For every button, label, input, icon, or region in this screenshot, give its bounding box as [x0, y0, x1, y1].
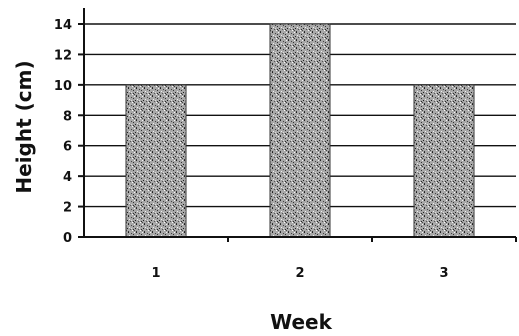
y-tick-label-12: 12 — [54, 48, 72, 63]
y-tick-label-2: 2 — [63, 201, 72, 216]
axes — [78, 8, 517, 242]
bars — [125, 23, 475, 238]
x-axis-title: Week — [270, 310, 332, 334]
y-tick-label-10: 10 — [54, 79, 72, 94]
y-tick-label-14: 14 — [54, 18, 72, 33]
x-tick-label-3: 3 — [439, 266, 448, 281]
y-tick-label-8: 8 — [63, 109, 72, 124]
bar-week-2 — [269, 23, 331, 238]
x-tick-label-2: 2 — [295, 266, 304, 281]
y-tick-label-4: 4 — [63, 170, 72, 185]
bar-week-1 — [125, 84, 187, 238]
x-tick-label-1: 1 — [151, 266, 160, 281]
y-axis-title: Height (cm) — [12, 60, 36, 193]
bar-week-3 — [413, 84, 475, 238]
y-tick-label-0: 0 — [63, 231, 72, 246]
y-tick-label-6: 6 — [63, 140, 72, 155]
